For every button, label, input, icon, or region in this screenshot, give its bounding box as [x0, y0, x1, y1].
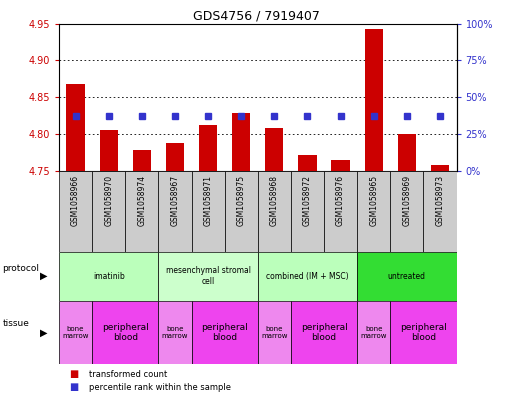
Text: GSM1058972: GSM1058972 [303, 175, 312, 226]
Text: GDS4756 / 7919407: GDS4756 / 7919407 [193, 10, 320, 23]
Text: GSM1058975: GSM1058975 [236, 175, 246, 226]
Bar [365, 29, 383, 171]
Bar [291, 171, 324, 252]
Bar [100, 130, 118, 171]
Text: bone
marrow: bone marrow [162, 326, 188, 339]
Bar [199, 125, 217, 171]
Bar [357, 171, 390, 252]
Text: protocol: protocol [3, 264, 40, 273]
Bar [390, 301, 457, 364]
Bar [92, 171, 125, 252]
Text: ■: ■ [69, 382, 78, 392]
Bar [232, 114, 250, 171]
Text: GSM1058965: GSM1058965 [369, 175, 378, 226]
Text: untreated: untreated [388, 272, 426, 281]
Text: ■: ■ [69, 369, 78, 379]
Bar [431, 165, 449, 171]
Bar [191, 301, 258, 364]
Text: GSM1058967: GSM1058967 [170, 175, 180, 226]
Text: GSM1058974: GSM1058974 [137, 175, 146, 226]
Bar [423, 171, 457, 252]
Text: tissue: tissue [3, 319, 29, 328]
Text: GSM1058973: GSM1058973 [436, 175, 444, 226]
Bar [59, 171, 92, 252]
Bar [324, 171, 357, 252]
Text: peripheral
blood: peripheral blood [102, 323, 149, 342]
Bar [265, 128, 284, 171]
Bar [159, 171, 191, 252]
Bar [258, 171, 291, 252]
Text: GSM1058971: GSM1058971 [204, 175, 212, 226]
Bar [133, 151, 151, 171]
Text: bone
marrow: bone marrow [361, 326, 387, 339]
Bar [59, 301, 92, 364]
Text: mesenchymal stromal
cell: mesenchymal stromal cell [166, 266, 250, 286]
Bar [166, 143, 184, 171]
Text: imatinib: imatinib [93, 272, 125, 281]
Bar [191, 171, 225, 252]
Bar [125, 171, 159, 252]
Text: GSM1058970: GSM1058970 [104, 175, 113, 226]
Text: combined (IM + MSC): combined (IM + MSC) [266, 272, 349, 281]
Text: GSM1058976: GSM1058976 [336, 175, 345, 226]
Bar [331, 160, 350, 171]
Bar [398, 134, 416, 171]
Bar [59, 252, 159, 301]
Text: bone
marrow: bone marrow [261, 326, 288, 339]
Bar [67, 84, 85, 171]
Bar [258, 301, 291, 364]
Text: ▶: ▶ [40, 271, 47, 281]
Text: percentile rank within the sample: percentile rank within the sample [89, 383, 231, 391]
Text: peripheral
blood: peripheral blood [301, 323, 347, 342]
Bar [225, 171, 258, 252]
Text: GSM1058969: GSM1058969 [402, 175, 411, 226]
Text: GSM1058966: GSM1058966 [71, 175, 80, 226]
Bar [258, 252, 357, 301]
Bar [390, 171, 423, 252]
Bar [159, 252, 258, 301]
Bar [299, 155, 317, 171]
Text: ▶: ▶ [40, 327, 47, 338]
Text: GSM1058968: GSM1058968 [270, 175, 279, 226]
Bar [291, 301, 357, 364]
Bar [92, 301, 159, 364]
Text: bone
marrow: bone marrow [62, 326, 89, 339]
Text: transformed count: transformed count [89, 370, 167, 378]
Text: peripheral
blood: peripheral blood [400, 323, 447, 342]
Bar [159, 301, 191, 364]
Bar [357, 252, 457, 301]
Bar [357, 301, 390, 364]
Text: peripheral
blood: peripheral blood [201, 323, 248, 342]
